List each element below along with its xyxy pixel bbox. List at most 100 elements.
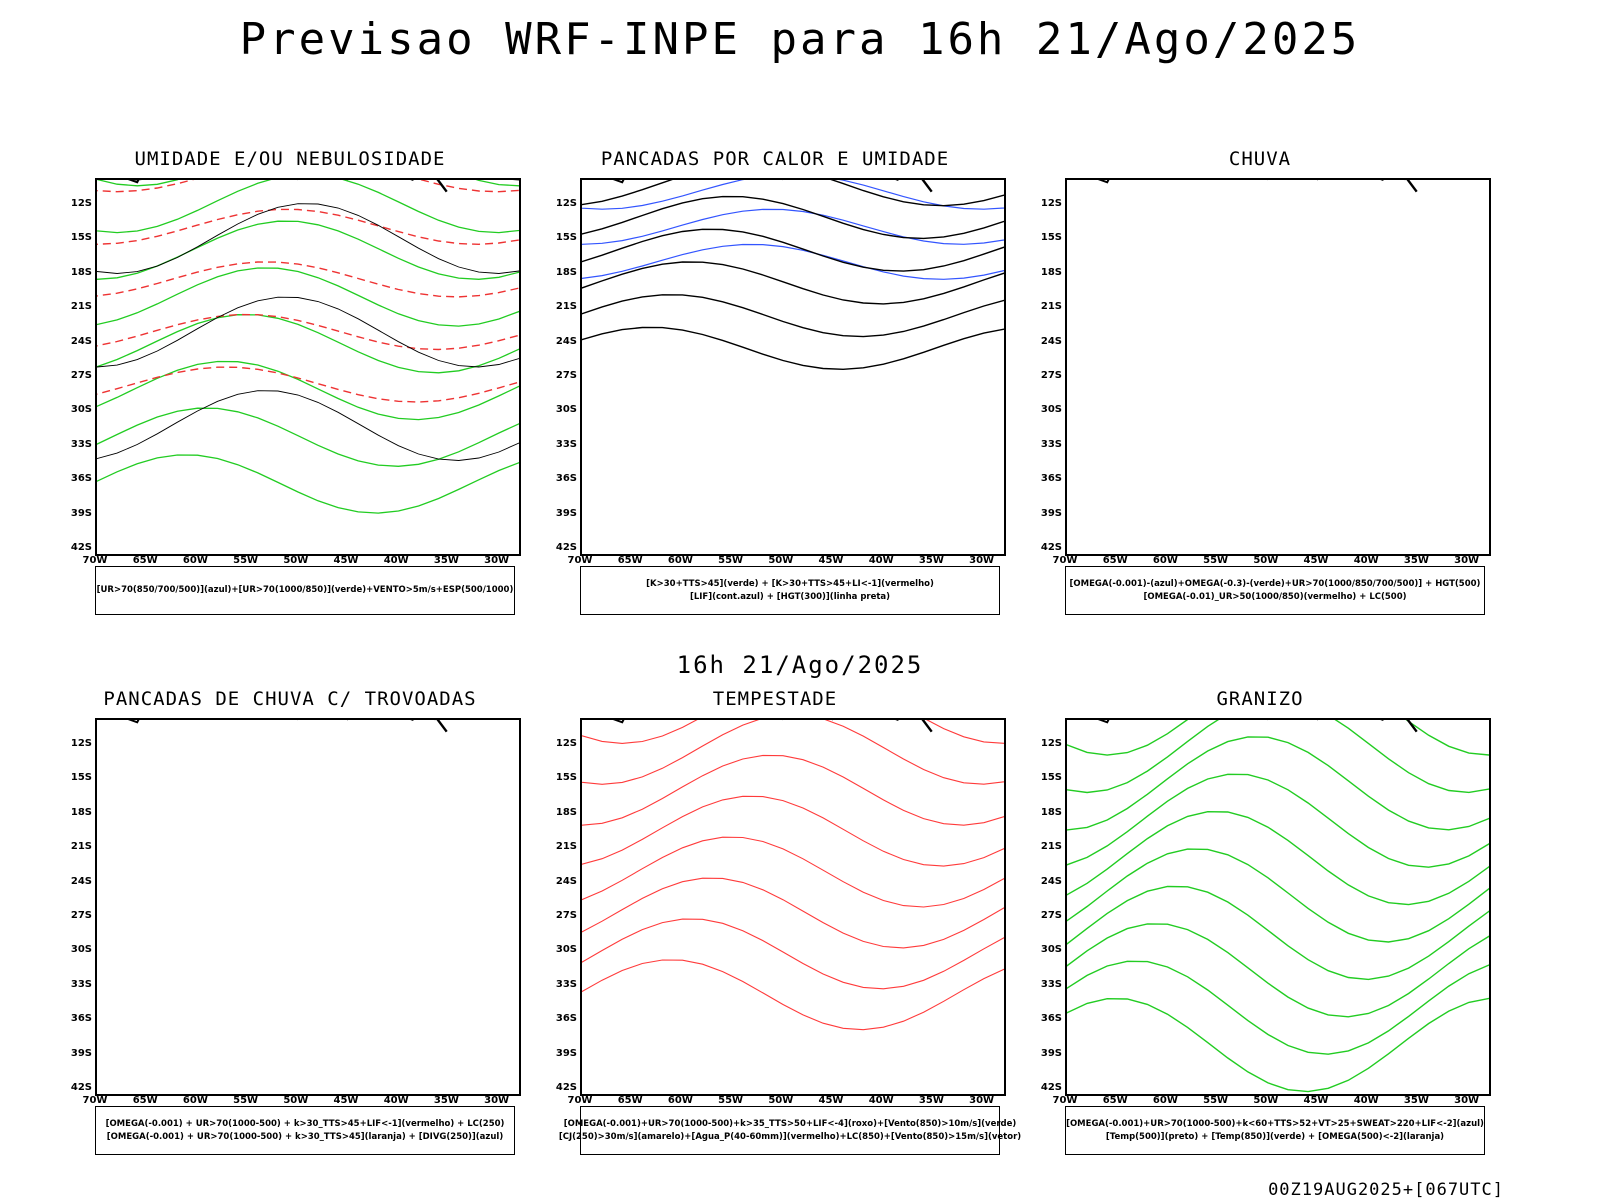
lon-tick-label: 45W bbox=[1303, 555, 1329, 566]
lon-tick-label: 30W bbox=[969, 1095, 995, 1106]
lon-tick-label: 40W bbox=[1353, 1095, 1379, 1106]
lon-tick-label: 30W bbox=[969, 555, 995, 566]
lat-tick-label: 39S bbox=[70, 1047, 92, 1059]
lat-tick-label: 21S bbox=[555, 301, 577, 313]
lat-tick-label: 30S bbox=[555, 404, 577, 416]
lon-tick-label: 65W bbox=[132, 555, 158, 566]
lat-tick-label: 33S bbox=[70, 438, 92, 450]
temp850-contour bbox=[1067, 848, 1489, 943]
panel-legend: [OMEGA(-0.001)+UR>70(1000-500)+k<60+TTS>… bbox=[1065, 1106, 1485, 1155]
lon-tick-label: 55W bbox=[1203, 1095, 1229, 1106]
temp850-contour bbox=[1067, 720, 1489, 756]
legend-line: [UR>70(850/700/500)](azul)+[UR>70(1000/8… bbox=[96, 585, 514, 595]
streamline-red bbox=[582, 720, 1004, 785]
lat-tick-label: 12S bbox=[555, 738, 577, 749]
panel-legend: [K>30+TTS>45](verde) + [K>30+TTS>45+LI<-… bbox=[580, 566, 1000, 615]
humidity-contour-green bbox=[97, 180, 519, 187]
lon-tick-label: 45W bbox=[818, 1095, 844, 1106]
map-plot: -15-15-18-1218121512-181515 bbox=[1065, 718, 1491, 1096]
lat-tick-label: 36S bbox=[555, 473, 577, 485]
lon-tick-label: 50W bbox=[1253, 555, 1279, 566]
lat-tick-label: 24S bbox=[70, 335, 92, 347]
map-plot: 1008100810081016101210201000100010041016… bbox=[95, 178, 521, 556]
lon-tick-label: 55W bbox=[1203, 555, 1229, 566]
lat-tick-label: 39S bbox=[70, 507, 92, 519]
border-line bbox=[1097, 720, 1110, 724]
lat-tick-label: 42S bbox=[555, 1082, 577, 1093]
pressure-contour bbox=[97, 390, 519, 461]
temp850-contour bbox=[1067, 810, 1489, 906]
lat-tick-label: 18S bbox=[70, 266, 92, 278]
lon-tick-label: 45W bbox=[818, 555, 844, 566]
lon-tick-label: 30W bbox=[1454, 555, 1480, 566]
streamline-red bbox=[582, 959, 1004, 1031]
lon-tick-label: 65W bbox=[617, 555, 643, 566]
lon-tick-label: 40W bbox=[383, 555, 409, 566]
humidity-contour-green bbox=[97, 360, 519, 421]
lon-tick-label: 60W bbox=[667, 555, 693, 566]
hgt300-contour bbox=[582, 180, 1004, 207]
panel-pancadas-calor: PANCADAS POR CALOR E UMIDADE 12S 15S 18S 21S… bbox=[535, 148, 1015, 628]
panel-title: TEMPESTADE bbox=[712, 688, 838, 710]
temp850-contour bbox=[1067, 960, 1489, 1055]
lat-tick-label: 33S bbox=[70, 978, 92, 990]
panel-title: GRANIZO bbox=[1216, 688, 1304, 710]
lat-tick-label: 36S bbox=[1040, 473, 1062, 485]
lat-tick-label: 30S bbox=[70, 944, 92, 956]
lat-tick-label: 39S bbox=[555, 507, 577, 519]
map-plot bbox=[95, 718, 521, 1096]
thickness-contour bbox=[97, 180, 519, 193]
lon-tick-label: 65W bbox=[1102, 1095, 1128, 1106]
temp850-contour bbox=[1067, 720, 1489, 794]
streamline-red bbox=[582, 795, 1004, 867]
lat-tick-label: 42S bbox=[70, 1082, 92, 1093]
legend-line: [Temp(500)](preto) + [Temp(850)](verde) … bbox=[1105, 1131, 1445, 1142]
lon-tick-label: 45W bbox=[1303, 1095, 1329, 1106]
lat-tick-label: 15S bbox=[1040, 232, 1062, 244]
lon-tick-label: 55W bbox=[718, 1095, 744, 1106]
lat-tick-label: 24S bbox=[555, 875, 577, 887]
lon-tick-label: 70W bbox=[1052, 1095, 1078, 1106]
lon-tick-label: 50W bbox=[768, 1095, 794, 1106]
lat-tick-label: 36S bbox=[70, 1013, 92, 1025]
legend-line: [OMEGA(-0.001)+UR>70(1000-500)+k>35_TTS>… bbox=[563, 1118, 1017, 1129]
panel-title: CHUVA bbox=[1228, 148, 1292, 170]
lat-tick-label: 36S bbox=[555, 1013, 577, 1025]
lat-tick-label: 42S bbox=[1040, 1082, 1062, 1093]
lon-tick-label: 70W bbox=[1052, 555, 1078, 566]
lat-tick-label: 12S bbox=[1040, 738, 1062, 749]
lat-tick-label: 27S bbox=[555, 370, 577, 381]
lat-tick-label: 42S bbox=[70, 542, 92, 553]
legend-line: [LIF](cont.azul) + [HGT(300)](linha pret… bbox=[689, 591, 891, 602]
panel-granizo: GRANIZO 12S 15S 18S 21S 24S 27S 30S 33S 36S 39S 42S… bbox=[1020, 688, 1500, 1168]
lon-tick-label: 65W bbox=[132, 1095, 158, 1106]
panel-title: PANCADAS DE CHUVA C/ TROVOADAS bbox=[103, 688, 477, 710]
lat-tick-label: 15S bbox=[555, 772, 577, 784]
legend-line: [OMEGA(-0.001) + UR>70(1000-500) + k>30_… bbox=[105, 1118, 505, 1129]
lat-tick-label: 15S bbox=[70, 232, 92, 244]
lat-tick-label: 15S bbox=[555, 232, 577, 244]
hgt300-contour bbox=[582, 228, 1004, 272]
lifted-index-contour bbox=[582, 208, 1004, 245]
panel-title: PANCADAS POR CALOR E UMIDADE bbox=[600, 148, 950, 170]
lat-tick-label: 12S bbox=[70, 198, 92, 209]
thickness-contour bbox=[97, 313, 519, 351]
humidity-contour-green bbox=[97, 454, 519, 514]
lon-tick-label: 50W bbox=[283, 555, 309, 566]
panel-tempestade: TEMPESTADE 12S 15S 18S 21S 24S 27S 30S 33S 36S 39S… bbox=[535, 688, 1021, 1168]
lon-tick-label: 40W bbox=[1353, 555, 1379, 566]
map-plot: 9600960095009520952094409520936094409360… bbox=[580, 178, 1006, 556]
lat-tick-label: 12S bbox=[555, 198, 577, 209]
temp850-contour bbox=[1067, 773, 1489, 868]
streamline-red bbox=[582, 720, 1004, 744]
legend-line: [OMEGA(-0.01)_UR>50(1000/850)(vermelho) … bbox=[1143, 591, 1407, 602]
temp850-contour bbox=[1067, 923, 1489, 1018]
panel-legend: [UR>70(850/700/500)](azul)+[UR>70(1000/8… bbox=[95, 566, 515, 615]
lat-tick-label: 24S bbox=[555, 335, 577, 347]
page-title: Previsao WRF-INPE para 16h 21/Ago/2025 bbox=[239, 14, 1361, 65]
lon-tick-label: 65W bbox=[617, 1095, 643, 1106]
thickness-contour bbox=[97, 366, 519, 403]
legend-line: [OMEGA(-0.001)+UR>70(1000-500)+k<60+TTS>… bbox=[1066, 1118, 1484, 1129]
lon-tick-label: 60W bbox=[182, 1095, 208, 1106]
lat-tick-label: 21S bbox=[1040, 301, 1062, 313]
